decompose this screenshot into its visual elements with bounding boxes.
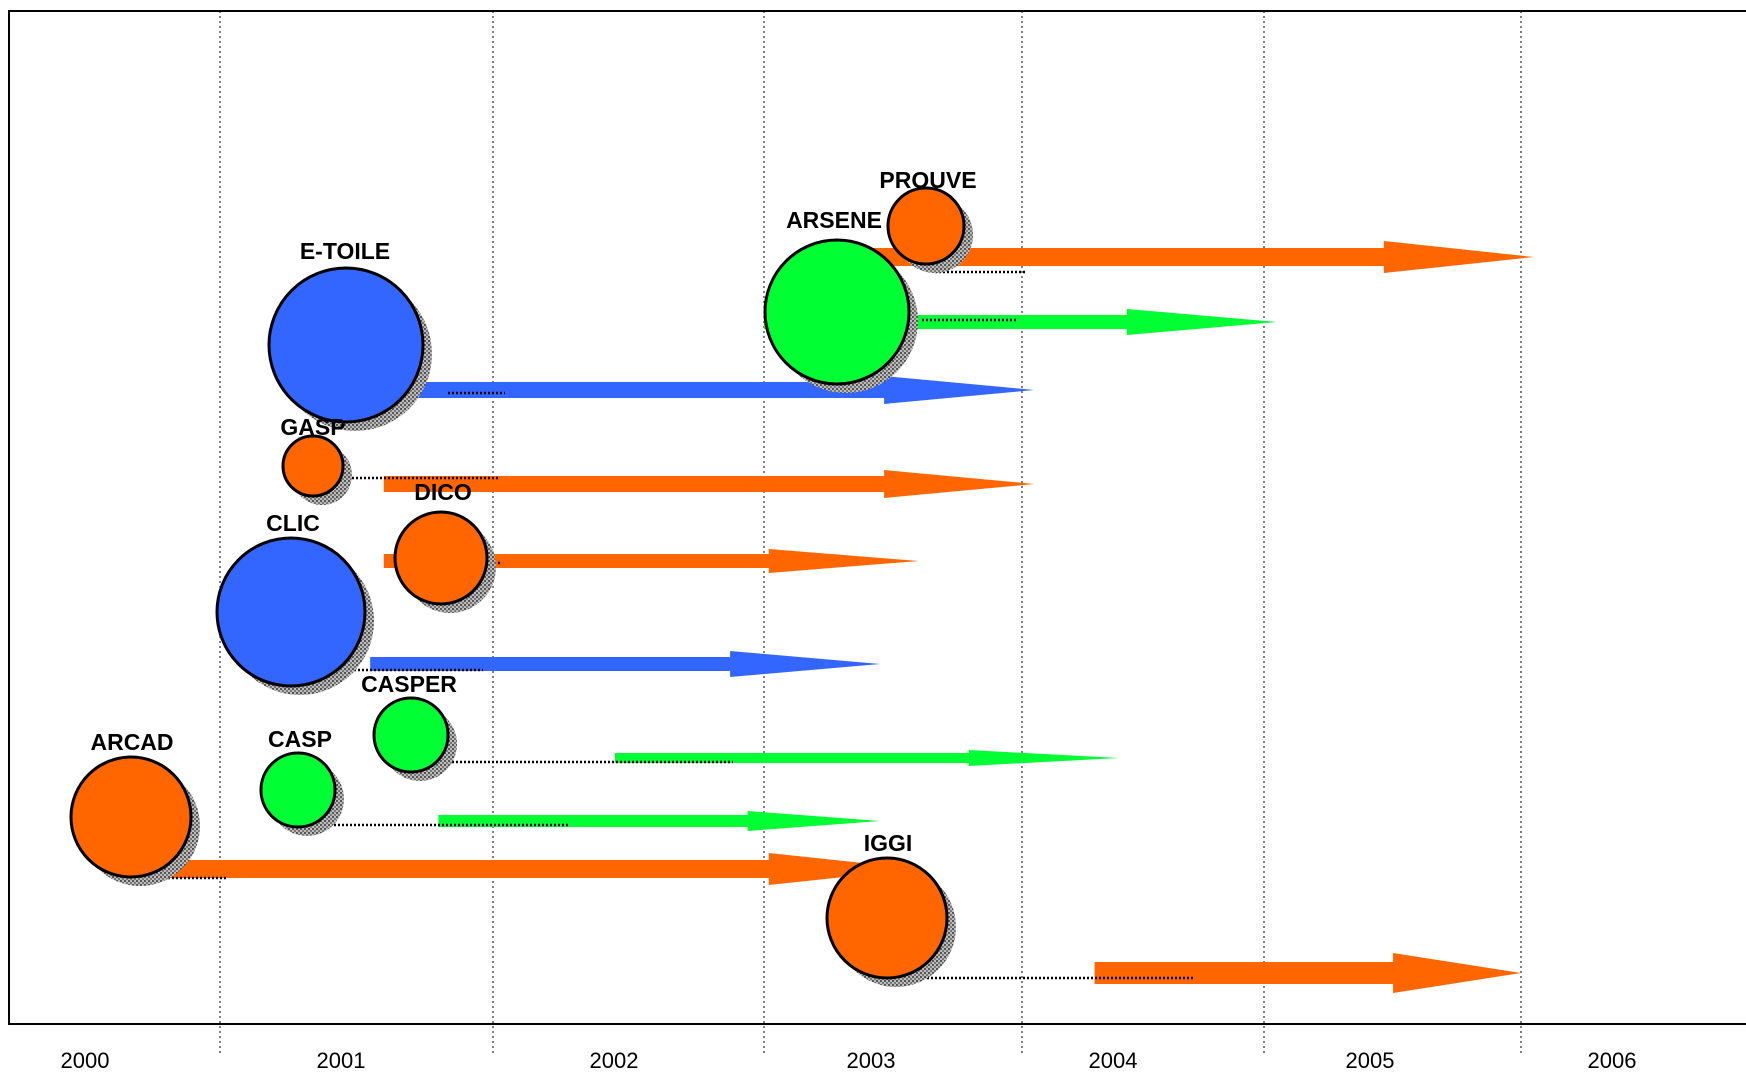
bubble-e-toile bbox=[267, 266, 425, 424]
x-tick-label: 2000 bbox=[61, 1048, 110, 1073]
bubble-gasp bbox=[281, 434, 345, 498]
bubble-clic bbox=[215, 536, 367, 688]
project-label-arcad: ARCAD bbox=[90, 729, 173, 755]
bubble-prouve bbox=[886, 186, 966, 266]
duration-arrow-casp bbox=[438, 811, 881, 831]
x-tick-label: 2006 bbox=[1588, 1048, 1637, 1073]
project-label-casp: CASP bbox=[268, 726, 332, 752]
x-tick-label: 2005 bbox=[1346, 1048, 1395, 1073]
x-axis-labels: 2000 2001 2002 2003 2004 2005 2006 bbox=[61, 1048, 1637, 1073]
project-bubbles bbox=[69, 186, 973, 987]
duration-arrow-arcad bbox=[110, 853, 919, 885]
project-label-iggi: IGGI bbox=[864, 830, 913, 856]
project-label-casper: CASPER bbox=[361, 671, 457, 697]
x-tick-label: 2001 bbox=[317, 1048, 366, 1073]
duration-arrow-iggi bbox=[1094, 953, 1521, 993]
bubble-dico bbox=[393, 510, 489, 606]
x-tick-label: 2002 bbox=[590, 1048, 639, 1073]
plot-frame bbox=[8, 10, 1746, 1025]
bubble-casp bbox=[259, 751, 337, 829]
duration-arrow-gasp bbox=[383, 470, 1035, 498]
project-label-arsene: ARSENE bbox=[786, 207, 882, 233]
bubble-casper bbox=[372, 696, 450, 774]
project-label-clic: CLIC bbox=[266, 510, 320, 536]
duration-arrow-casper bbox=[614, 750, 1119, 766]
duration-arrow-clic bbox=[370, 651, 881, 677]
x-tick-label: 2004 bbox=[1089, 1048, 1138, 1073]
project-labels: PROUVE ARSENE E-TOILE GASP DICO CLIC CASPER CAS… bbox=[90, 167, 976, 856]
project-label-dico: DICO bbox=[414, 479, 472, 505]
bubble-arsene bbox=[763, 238, 911, 386]
year-gridlines bbox=[219, 11, 1522, 1055]
project-label-gasp: GASP bbox=[280, 414, 345, 440]
project-label-e-toile: E-TOILE bbox=[300, 238, 390, 264]
project-label-prouve: PROUVE bbox=[879, 167, 976, 193]
duration-arrow-prouve bbox=[802, 241, 1534, 273]
x-tick-label: 2003 bbox=[847, 1048, 896, 1073]
dotted-connectors bbox=[160, 270, 1193, 980]
bubble-arcad bbox=[69, 755, 193, 879]
duration-arrow-dico bbox=[383, 549, 919, 573]
bubble-iggi bbox=[825, 856, 949, 980]
